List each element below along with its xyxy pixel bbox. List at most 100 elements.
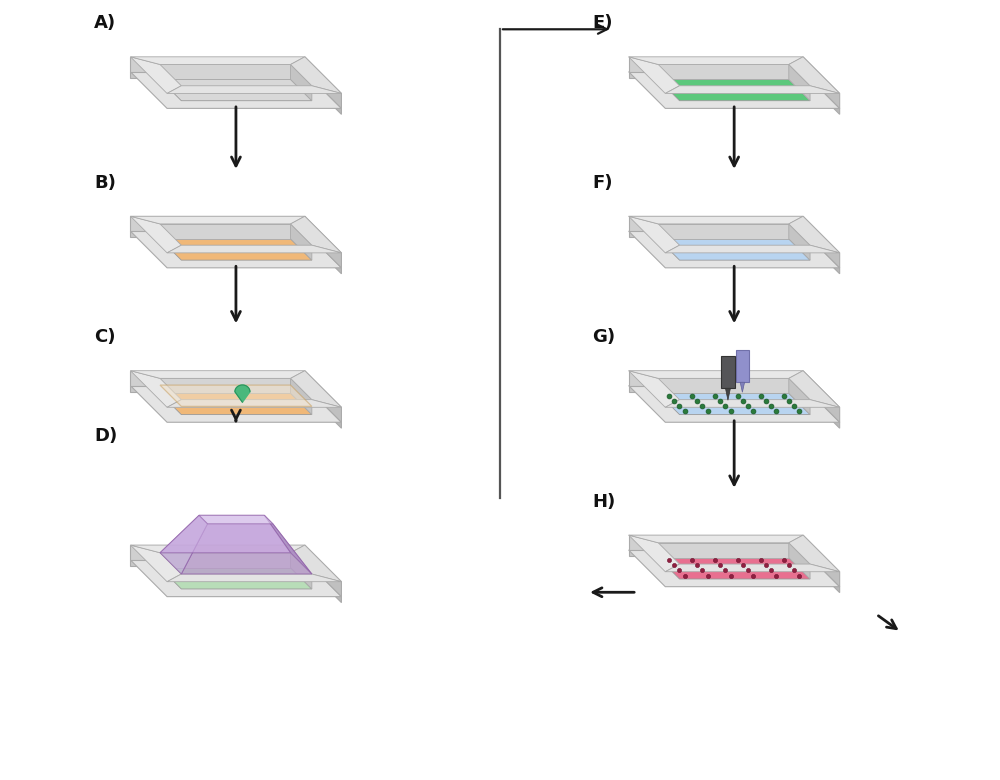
Polygon shape [665, 245, 840, 253]
Polygon shape [740, 382, 745, 392]
Polygon shape [803, 216, 840, 268]
Polygon shape [167, 399, 341, 407]
Polygon shape [629, 370, 680, 407]
Polygon shape [665, 86, 840, 94]
Polygon shape [160, 224, 291, 239]
Polygon shape [160, 516, 291, 553]
Text: B): B) [94, 174, 116, 192]
Polygon shape [130, 560, 305, 566]
Polygon shape [629, 535, 803, 550]
Polygon shape [130, 560, 341, 597]
Polygon shape [629, 535, 803, 543]
Polygon shape [629, 231, 840, 268]
Text: G): G) [592, 328, 615, 346]
Polygon shape [167, 574, 341, 582]
Polygon shape [291, 57, 341, 94]
Polygon shape [160, 553, 291, 568]
Polygon shape [167, 245, 341, 253]
Polygon shape [803, 370, 840, 422]
Polygon shape [160, 80, 312, 101]
Polygon shape [789, 543, 810, 579]
Polygon shape [160, 65, 291, 80]
Polygon shape [629, 57, 680, 94]
Text: D): D) [94, 427, 117, 445]
Polygon shape [130, 545, 181, 582]
Polygon shape [629, 216, 803, 231]
Polygon shape [160, 393, 312, 415]
Polygon shape [789, 378, 810, 415]
Polygon shape [629, 216, 803, 224]
Polygon shape [305, 560, 341, 603]
Text: H): H) [592, 492, 615, 511]
Polygon shape [629, 231, 803, 237]
Polygon shape [658, 543, 789, 558]
Polygon shape [789, 65, 810, 101]
Polygon shape [130, 72, 341, 108]
Polygon shape [305, 72, 341, 115]
Polygon shape [629, 370, 803, 385]
Polygon shape [629, 216, 680, 253]
Polygon shape [803, 72, 840, 115]
Polygon shape [789, 224, 810, 261]
Polygon shape [130, 57, 305, 72]
Polygon shape [167, 86, 341, 94]
Polygon shape [629, 385, 840, 422]
Polygon shape [130, 216, 305, 224]
Polygon shape [789, 57, 840, 94]
Polygon shape [291, 553, 312, 589]
Polygon shape [789, 216, 840, 253]
Polygon shape [629, 550, 840, 587]
Polygon shape [721, 356, 735, 388]
Polygon shape [291, 378, 312, 415]
Polygon shape [160, 239, 312, 261]
Polygon shape [803, 550, 840, 593]
Polygon shape [305, 370, 341, 422]
Polygon shape [736, 350, 749, 382]
Polygon shape [789, 535, 840, 572]
Polygon shape [160, 378, 291, 393]
Polygon shape [629, 535, 680, 572]
Polygon shape [130, 545, 305, 553]
Polygon shape [665, 564, 840, 572]
Polygon shape [665, 399, 840, 407]
Polygon shape [629, 57, 803, 72]
Polygon shape [629, 370, 803, 378]
Polygon shape [305, 545, 341, 597]
Polygon shape [160, 385, 312, 406]
Polygon shape [130, 385, 341, 422]
Text: E): E) [592, 14, 613, 32]
Polygon shape [130, 216, 181, 253]
Polygon shape [130, 545, 305, 560]
Polygon shape [130, 370, 305, 378]
Polygon shape [305, 385, 341, 428]
Polygon shape [803, 57, 840, 108]
Polygon shape [305, 57, 341, 108]
Polygon shape [658, 378, 789, 393]
Polygon shape [130, 370, 181, 407]
Polygon shape [130, 231, 341, 268]
Polygon shape [235, 385, 250, 402]
Polygon shape [130, 72, 305, 78]
Polygon shape [130, 57, 181, 94]
Polygon shape [305, 216, 341, 268]
Polygon shape [658, 558, 810, 579]
Polygon shape [160, 516, 208, 574]
Polygon shape [629, 550, 803, 556]
Polygon shape [199, 516, 273, 524]
Text: C): C) [94, 328, 115, 346]
Polygon shape [181, 524, 312, 574]
Polygon shape [629, 57, 803, 65]
Polygon shape [291, 65, 312, 101]
Polygon shape [658, 239, 810, 261]
Polygon shape [629, 72, 803, 78]
Polygon shape [803, 535, 840, 587]
Text: A): A) [94, 14, 116, 32]
Polygon shape [291, 370, 341, 407]
Polygon shape [658, 80, 810, 101]
Polygon shape [725, 388, 730, 400]
Polygon shape [130, 370, 305, 385]
Text: F): F) [592, 174, 613, 192]
Polygon shape [658, 224, 789, 239]
Polygon shape [130, 216, 305, 231]
Polygon shape [130, 57, 305, 65]
